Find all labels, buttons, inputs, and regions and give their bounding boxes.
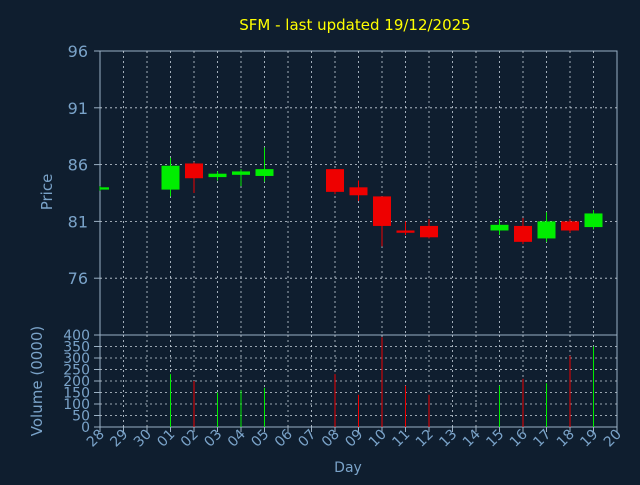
candle-body xyxy=(373,196,391,226)
x-tick-label: 01 xyxy=(154,427,178,451)
x-tick-label: 12 xyxy=(413,427,437,451)
volume-tick-label: 150 xyxy=(63,386,90,402)
price-tick-label: 81 xyxy=(68,212,88,231)
x-tick-label: 10 xyxy=(366,427,390,451)
candle-body xyxy=(185,163,203,179)
candle-body xyxy=(514,225,532,242)
volume-tick-label: 0 xyxy=(81,420,90,436)
volume-tick-label: 250 xyxy=(63,363,90,379)
chart-title: SFM - last updated 19/12/2025 xyxy=(239,16,470,34)
candle-body xyxy=(208,173,227,178)
price-tick-label: 96 xyxy=(68,42,88,61)
price-tick-label: 91 xyxy=(68,99,88,118)
volume-tick-label: 400 xyxy=(63,328,90,344)
x-tick-label: 16 xyxy=(507,426,531,450)
x-tick-label: 13 xyxy=(436,427,460,451)
volume-axis-label: Volume (0000) xyxy=(28,326,46,436)
x-tick-label: 14 xyxy=(460,426,484,450)
x-tick-label: 04 xyxy=(225,426,249,450)
x-tick-label: 29 xyxy=(107,427,131,451)
volume-tick-label: 350 xyxy=(63,340,90,356)
x-tick-label: 09 xyxy=(342,427,366,451)
x-tick-label: 03 xyxy=(201,427,225,451)
x-axis-label: Day xyxy=(334,460,362,476)
candle-body xyxy=(255,169,274,176)
volume-tick-label: 100 xyxy=(63,397,90,413)
volume-tick-label: 50 xyxy=(72,409,90,425)
price-tick-label: 76 xyxy=(68,269,88,288)
candle-body xyxy=(561,221,579,231)
candle-body xyxy=(326,169,344,192)
x-tick-label: 20 xyxy=(601,427,625,451)
candle-body xyxy=(396,230,415,233)
x-tick-label: 11 xyxy=(389,427,413,451)
x-tick-label: 17 xyxy=(530,427,554,451)
x-tick-label: 30 xyxy=(131,427,155,451)
price-tick-label: 86 xyxy=(68,156,88,175)
candle-body xyxy=(584,213,603,228)
x-tick-label: 08 xyxy=(319,427,343,451)
candle-body xyxy=(537,221,556,239)
x-tick-label: 18 xyxy=(554,427,578,451)
x-tick-label: 19 xyxy=(577,427,601,451)
candle-body xyxy=(161,165,180,190)
candle-body xyxy=(349,187,368,196)
x-tick-label: 06 xyxy=(272,426,296,450)
x-tick-label: 05 xyxy=(248,427,272,451)
candle-body xyxy=(420,225,438,238)
x-tick-label: 15 xyxy=(483,427,507,451)
candle-body xyxy=(100,187,109,190)
candle-body xyxy=(490,224,509,231)
x-tick-label: 07 xyxy=(295,427,319,451)
volume-tick-label: 300 xyxy=(63,351,90,367)
volume-tick-label: 200 xyxy=(63,374,90,390)
candle-body xyxy=(232,171,250,175)
x-tick-label: 02 xyxy=(178,427,202,451)
price-axis-label: Price xyxy=(38,174,56,211)
